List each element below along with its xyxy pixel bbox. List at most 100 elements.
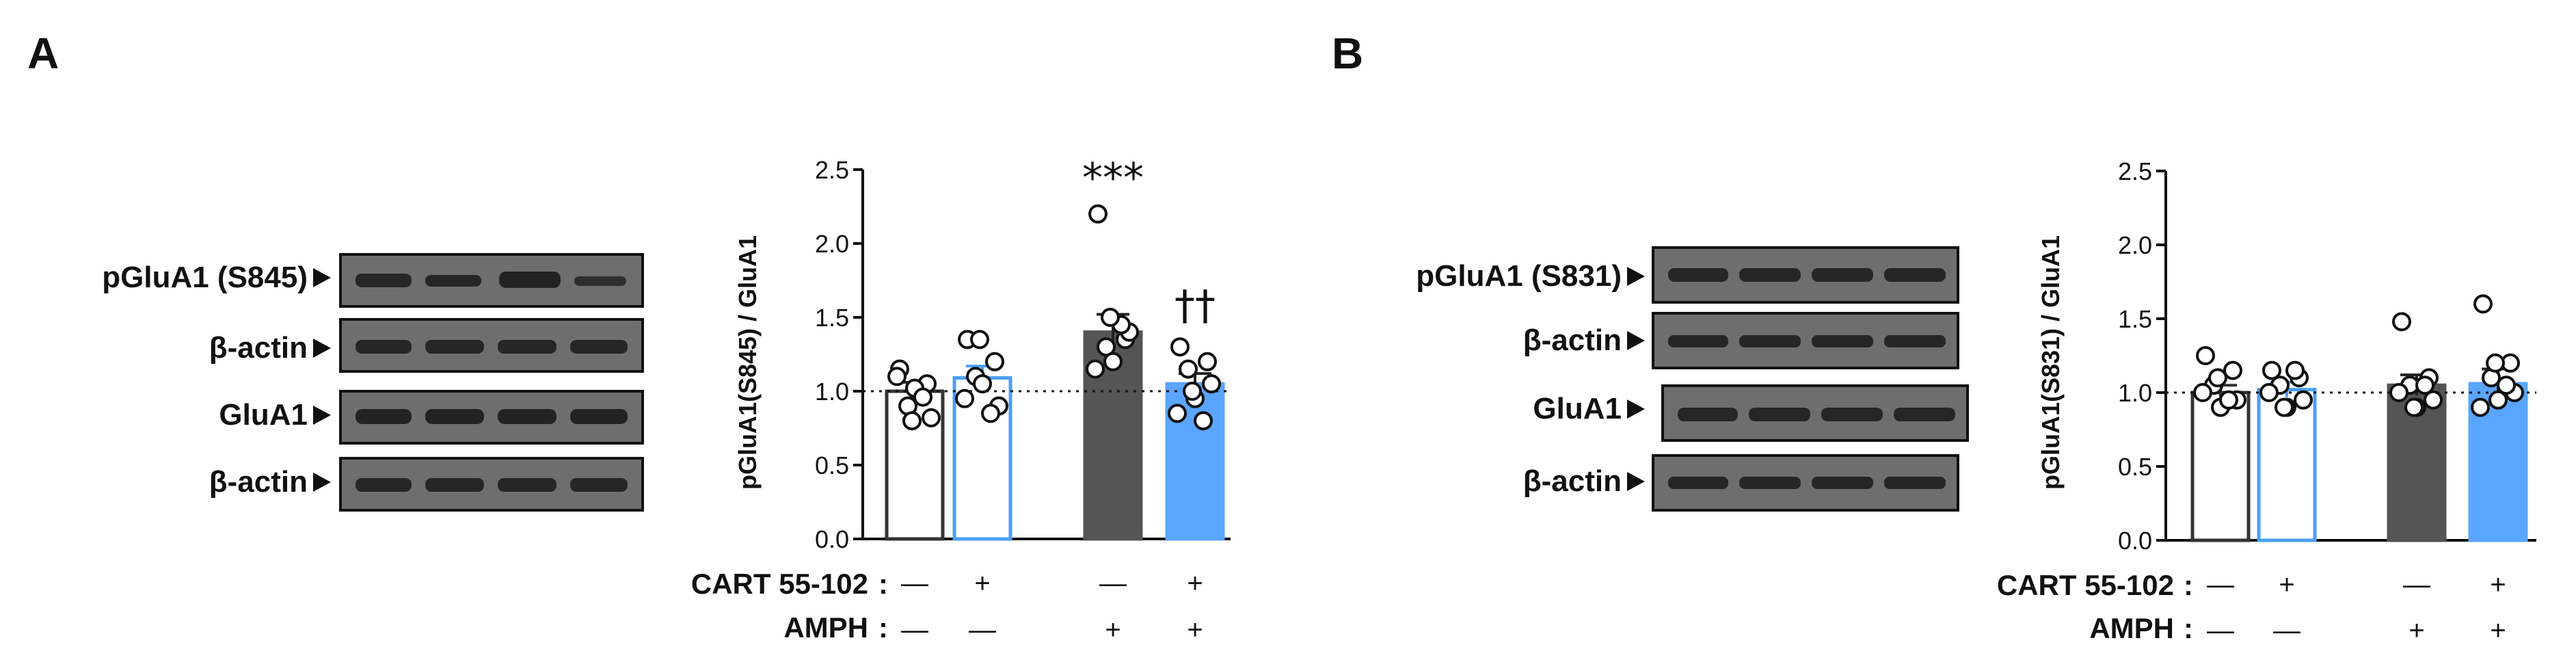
y-tick-label: 2.5 — [2118, 157, 2152, 185]
data-point — [2294, 390, 2313, 410]
data-point — [2488, 390, 2508, 410]
blot-strip — [1652, 312, 1959, 369]
blot-label-beta-actin-1: β-actin — [1523, 324, 1622, 357]
panel-letter-b: B — [1332, 29, 1363, 78]
data-point — [1101, 308, 1120, 327]
data-point — [1194, 411, 1213, 431]
condition-label-cart: CART 55-102 — [1997, 569, 2174, 601]
data-point — [955, 388, 974, 408]
condition-table-a: CART 55-102 : AMPH : — + — + — — + + — [691, 568, 1203, 645]
arrow-icon — [313, 339, 331, 358]
cart-symbol: + — [1187, 568, 1203, 598]
blot-label-pglua1: pGluA1 (S845) — [102, 261, 308, 294]
data-point — [970, 330, 989, 349]
cart-symbol: + — [2279, 570, 2294, 600]
amph-symbol: — — [969, 615, 996, 645]
data-point — [2471, 397, 2490, 417]
amph-symbol: + — [2409, 616, 2424, 646]
data-point — [2424, 390, 2443, 410]
western-blot-a — [339, 253, 644, 512]
bar-chart-b: pGluA1(S831) / GluA1 0.0 0.5 1.0 1.5 2.0 2.5 — [2037, 157, 2536, 555]
data-point — [2415, 375, 2434, 395]
data-point — [1086, 359, 1105, 379]
data-point — [2497, 375, 2516, 395]
arrow-icon — [1627, 472, 1645, 491]
amph-symbol: + — [2490, 616, 2506, 646]
arrow-icon — [313, 406, 331, 425]
data-point — [913, 387, 933, 407]
blot-strip — [339, 253, 644, 308]
y-tick-label: 1.0 — [815, 378, 849, 406]
blot-label-glua1: GluA1 — [1533, 392, 1622, 425]
data-point — [2259, 383, 2279, 402]
y-tick-label: 2.0 — [815, 230, 849, 258]
blot-arrows-b — [1627, 267, 1645, 491]
data-point — [887, 367, 907, 386]
amph-symbol: — — [2273, 616, 2300, 646]
condition-colon: : — [2184, 569, 2193, 601]
panel-b: B pGluA1 (S831) β-actin GluA1 β-actin — [1332, 29, 2536, 646]
data-point — [2193, 383, 2212, 402]
data-point — [2223, 360, 2242, 380]
data-point — [2486, 353, 2505, 373]
arrow-icon — [1627, 399, 1645, 419]
amph-symbol: + — [1105, 615, 1121, 645]
y-tick-label: 1.5 — [815, 304, 849, 332]
y-tick-label: 2.5 — [815, 156, 849, 184]
y-axis-title: pGluA1(S845) / GluA1 — [734, 235, 762, 490]
data-point — [981, 404, 1000, 423]
data-point — [2208, 368, 2227, 388]
condition-colon: : — [878, 568, 888, 600]
blot-label-pglua1: pGluA1 (S831) — [1416, 259, 1622, 293]
bar-chart-a: pGluA1(S845) / GluA1 0.0 0.5 1.0 1.5 2.0 2.5 *… — [734, 154, 1231, 553]
data-point — [2389, 383, 2409, 402]
blot-arrows-a — [313, 268, 331, 492]
amph-symbol: — — [901, 615, 928, 645]
western-blot-b — [1652, 246, 1969, 512]
cart-symbol: — — [1099, 568, 1127, 598]
condition-label-amph: AMPH — [2089, 612, 2174, 644]
data-point — [1103, 352, 1123, 371]
y-tick-label: 0.5 — [2118, 453, 2152, 481]
data-point — [2404, 397, 2424, 417]
condition-label-cart: CART 55-102 — [691, 568, 868, 600]
panel-a: A pGluA1 (S845) β-actin GluA1 β-actin — [27, 29, 1231, 645]
y-tick-label: 1.0 — [2118, 379, 2152, 407]
blot-strip — [339, 390, 644, 445]
significance-marker: *** — [1082, 154, 1144, 202]
arrow-icon — [1627, 331, 1645, 350]
blot-strip — [1661, 384, 1969, 442]
cart-symbol: — — [2207, 570, 2234, 600]
blot-label-beta-actin-1: β-actin — [209, 331, 308, 365]
y-axis-title: pGluA1(S831) / GluA1 — [2037, 235, 2065, 490]
data-point — [2285, 360, 2305, 380]
blot-strip — [1652, 246, 1959, 304]
condition-label-amph: AMPH — [783, 611, 868, 644]
data-point — [1170, 337, 1190, 357]
blot-strip — [339, 457, 644, 512]
arrow-icon — [1627, 267, 1645, 286]
condition-table-b: CART 55-102 : AMPH : — + — + — — + + — [1997, 569, 2506, 646]
data-point — [1168, 404, 1187, 423]
arrow-icon — [313, 473, 331, 492]
blot-strip — [339, 318, 644, 373]
cart-symbol: + — [974, 568, 990, 598]
y-tick-label: 1.5 — [2118, 305, 2152, 333]
data-point — [2392, 312, 2411, 332]
data-point — [1183, 382, 1202, 401]
y-tick-label: 0.0 — [2118, 527, 2152, 555]
data-point — [922, 408, 941, 427]
amph-symbol: + — [1187, 615, 1203, 645]
y-tick-label: 0.0 — [815, 525, 849, 553]
panel-letter-a: A — [27, 29, 59, 78]
data-point — [1088, 204, 1108, 224]
blot-label-beta-actin-2: β-actin — [209, 465, 308, 499]
cart-symbol: + — [2490, 570, 2506, 600]
condition-colon: : — [2184, 612, 2193, 644]
y-tick-label: 0.5 — [815, 451, 849, 479]
data-point — [2473, 294, 2493, 314]
blot-label-glua1: GluA1 — [219, 398, 308, 432]
data-point — [902, 411, 922, 431]
data-point — [2275, 397, 2294, 417]
